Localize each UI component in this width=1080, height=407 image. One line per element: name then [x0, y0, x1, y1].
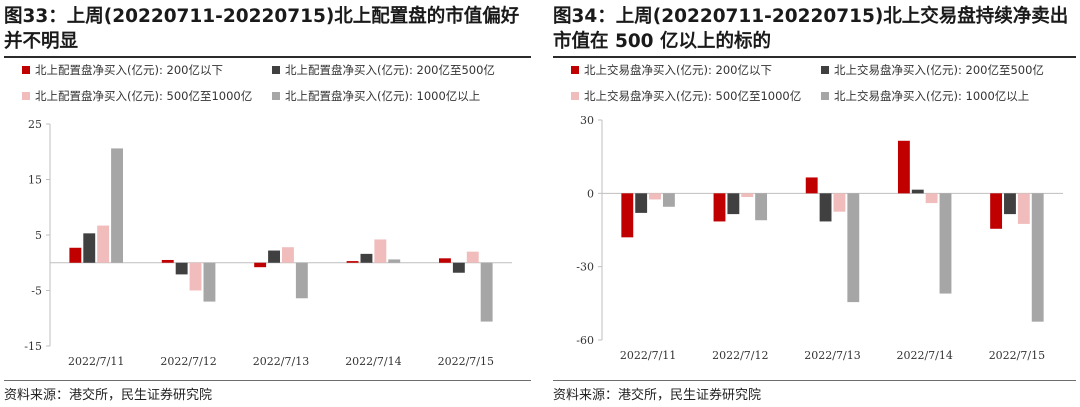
y-tick-label: 0	[587, 187, 594, 200]
bar	[83, 233, 96, 263]
chart-panel-right: 图34：上周(20220711-20220715)北上交易盘持续净卖出市值在 5…	[549, 0, 1080, 407]
legend-swatch	[571, 66, 579, 74]
y-tick-label: 5	[35, 229, 42, 242]
x-tick-label: 2022/7/14	[345, 355, 401, 368]
title-divider	[553, 56, 1076, 58]
bar	[254, 262, 267, 268]
bar	[175, 262, 188, 275]
legend-label: 北上配置盘净买入(亿元): 1000亿以上	[285, 89, 481, 103]
legend-label: 北上交易盘净买入(亿元): 200亿至500亿	[834, 63, 1044, 77]
bar	[203, 262, 216, 302]
legend-label: 北上交易盘净买入(亿元): 500亿至1000亿	[584, 89, 802, 103]
bar	[1031, 193, 1044, 322]
legend-item: 北上交易盘净买入(亿元): 200亿以下	[571, 62, 772, 78]
bar	[452, 262, 465, 273]
legend-swatch	[571, 92, 579, 100]
bar	[374, 239, 387, 263]
source-note: 资料来源：港交所，民生证券研究院	[553, 388, 762, 403]
x-tick-label: 2022/7/11	[68, 355, 124, 368]
bar	[635, 193, 648, 213]
bar	[727, 193, 740, 215]
bar	[1017, 193, 1030, 224]
bar	[161, 259, 174, 263]
bar	[990, 193, 1003, 229]
x-tick-label: 2022/7/14	[896, 349, 952, 362]
bar	[466, 251, 479, 263]
bar	[741, 193, 754, 197]
legend-item: 北上交易盘净买入(亿元): 200亿至500亿	[821, 62, 1044, 78]
legend-item: 北上配置盘净买入(亿元): 500亿至1000亿	[22, 88, 252, 104]
bar	[939, 193, 952, 294]
bar	[897, 140, 910, 194]
legend-label: 北上配置盘净买入(亿元): 200亿以下	[35, 63, 223, 77]
bar	[295, 262, 308, 299]
bar	[662, 193, 675, 207]
x-tick-label: 2022/7/15	[989, 349, 1045, 362]
y-tick-label: 30	[580, 114, 594, 127]
bar	[713, 193, 726, 222]
y-tick-label: -5	[31, 285, 42, 298]
bar-chart-left: -15 -5 5 15 25 2022/7/11 2022/7/12 2022/7/13 202…	[24, 118, 512, 368]
legend-label: 北上交易盘净买入(亿元): 1000亿以上	[834, 89, 1030, 103]
y-tick-label: -30	[576, 261, 594, 274]
y-tick-label: 25	[28, 118, 42, 131]
bar	[847, 193, 860, 303]
legend-swatch	[272, 92, 280, 100]
bar	[97, 225, 110, 263]
x-tick-label: 2022/7/13	[253, 355, 309, 368]
x-tick-label: 2022/7/11	[620, 349, 676, 362]
bar	[833, 193, 846, 212]
legend-label: 北上交易盘净买入(亿元): 200亿以下	[584, 63, 772, 77]
legend-swatch	[821, 92, 829, 100]
bar	[360, 253, 373, 263]
bar	[805, 177, 818, 194]
bar	[480, 262, 493, 322]
bar	[189, 262, 202, 291]
bar	[69, 247, 82, 263]
title-divider	[4, 56, 531, 58]
bar	[925, 193, 938, 204]
bar	[268, 250, 280, 263]
x-tick-label: 2022/7/13	[804, 349, 860, 362]
x-tick-label: 2022/7/12	[712, 349, 768, 362]
y-tick-label: -15	[24, 340, 42, 353]
bar	[755, 193, 768, 221]
legend-label: 北上配置盘净买入(亿元): 500亿至1000亿	[35, 89, 253, 103]
legend-item: 北上配置盘净买入(亿元): 1000亿以上	[272, 88, 480, 104]
legend-swatch	[22, 66, 30, 74]
bar	[282, 247, 294, 263]
legend-label: 北上配置盘净买入(亿元): 200亿至500亿	[285, 63, 495, 77]
x-tick-label: 2022/7/15	[438, 355, 494, 368]
chart-title: 图34：上周(20220711-20220715)北上交易盘持续净卖出市值在 5…	[553, 6, 1069, 52]
x-tick-label: 2022/7/12	[160, 355, 216, 368]
footer-divider	[553, 380, 1076, 381]
source-note: 资料来源：港交所，民生证券研究院	[4, 388, 213, 403]
chart-panel-left: 图33：上周(20220711-20220715)北上配置盘的市值偏好并不明显 …	[0, 0, 535, 407]
bar	[388, 259, 401, 263]
bar	[439, 258, 451, 263]
chart-title: 图33：上周(20220711-20220715)北上配置盘的市值偏好并不明显	[4, 6, 520, 52]
bar	[111, 148, 123, 263]
bar	[621, 193, 634, 238]
bar	[819, 193, 832, 222]
legend-swatch	[821, 66, 829, 74]
bar	[911, 189, 924, 194]
footer-divider	[4, 380, 531, 381]
bar	[346, 261, 359, 263]
legend-swatch	[272, 66, 280, 74]
bar	[649, 193, 661, 200]
y-tick-label: 15	[28, 174, 42, 187]
y-tick-label: -60	[576, 334, 594, 347]
legend-item: 北上交易盘净买入(亿元): 500亿至1000亿	[571, 88, 801, 104]
legend-item: 北上交易盘净买入(亿元): 1000亿以上	[821, 88, 1029, 104]
bar-chart-right: -60 -30 0 30 2022/7/11 2022/7/12 2022/7/13 2022…	[576, 114, 1063, 362]
legend-swatch	[22, 92, 30, 100]
legend-item: 北上配置盘净买入(亿元): 200亿至500亿	[272, 62, 495, 78]
legend-item: 北上配置盘净买入(亿元): 200亿以下	[22, 62, 223, 78]
bar	[1004, 193, 1016, 215]
